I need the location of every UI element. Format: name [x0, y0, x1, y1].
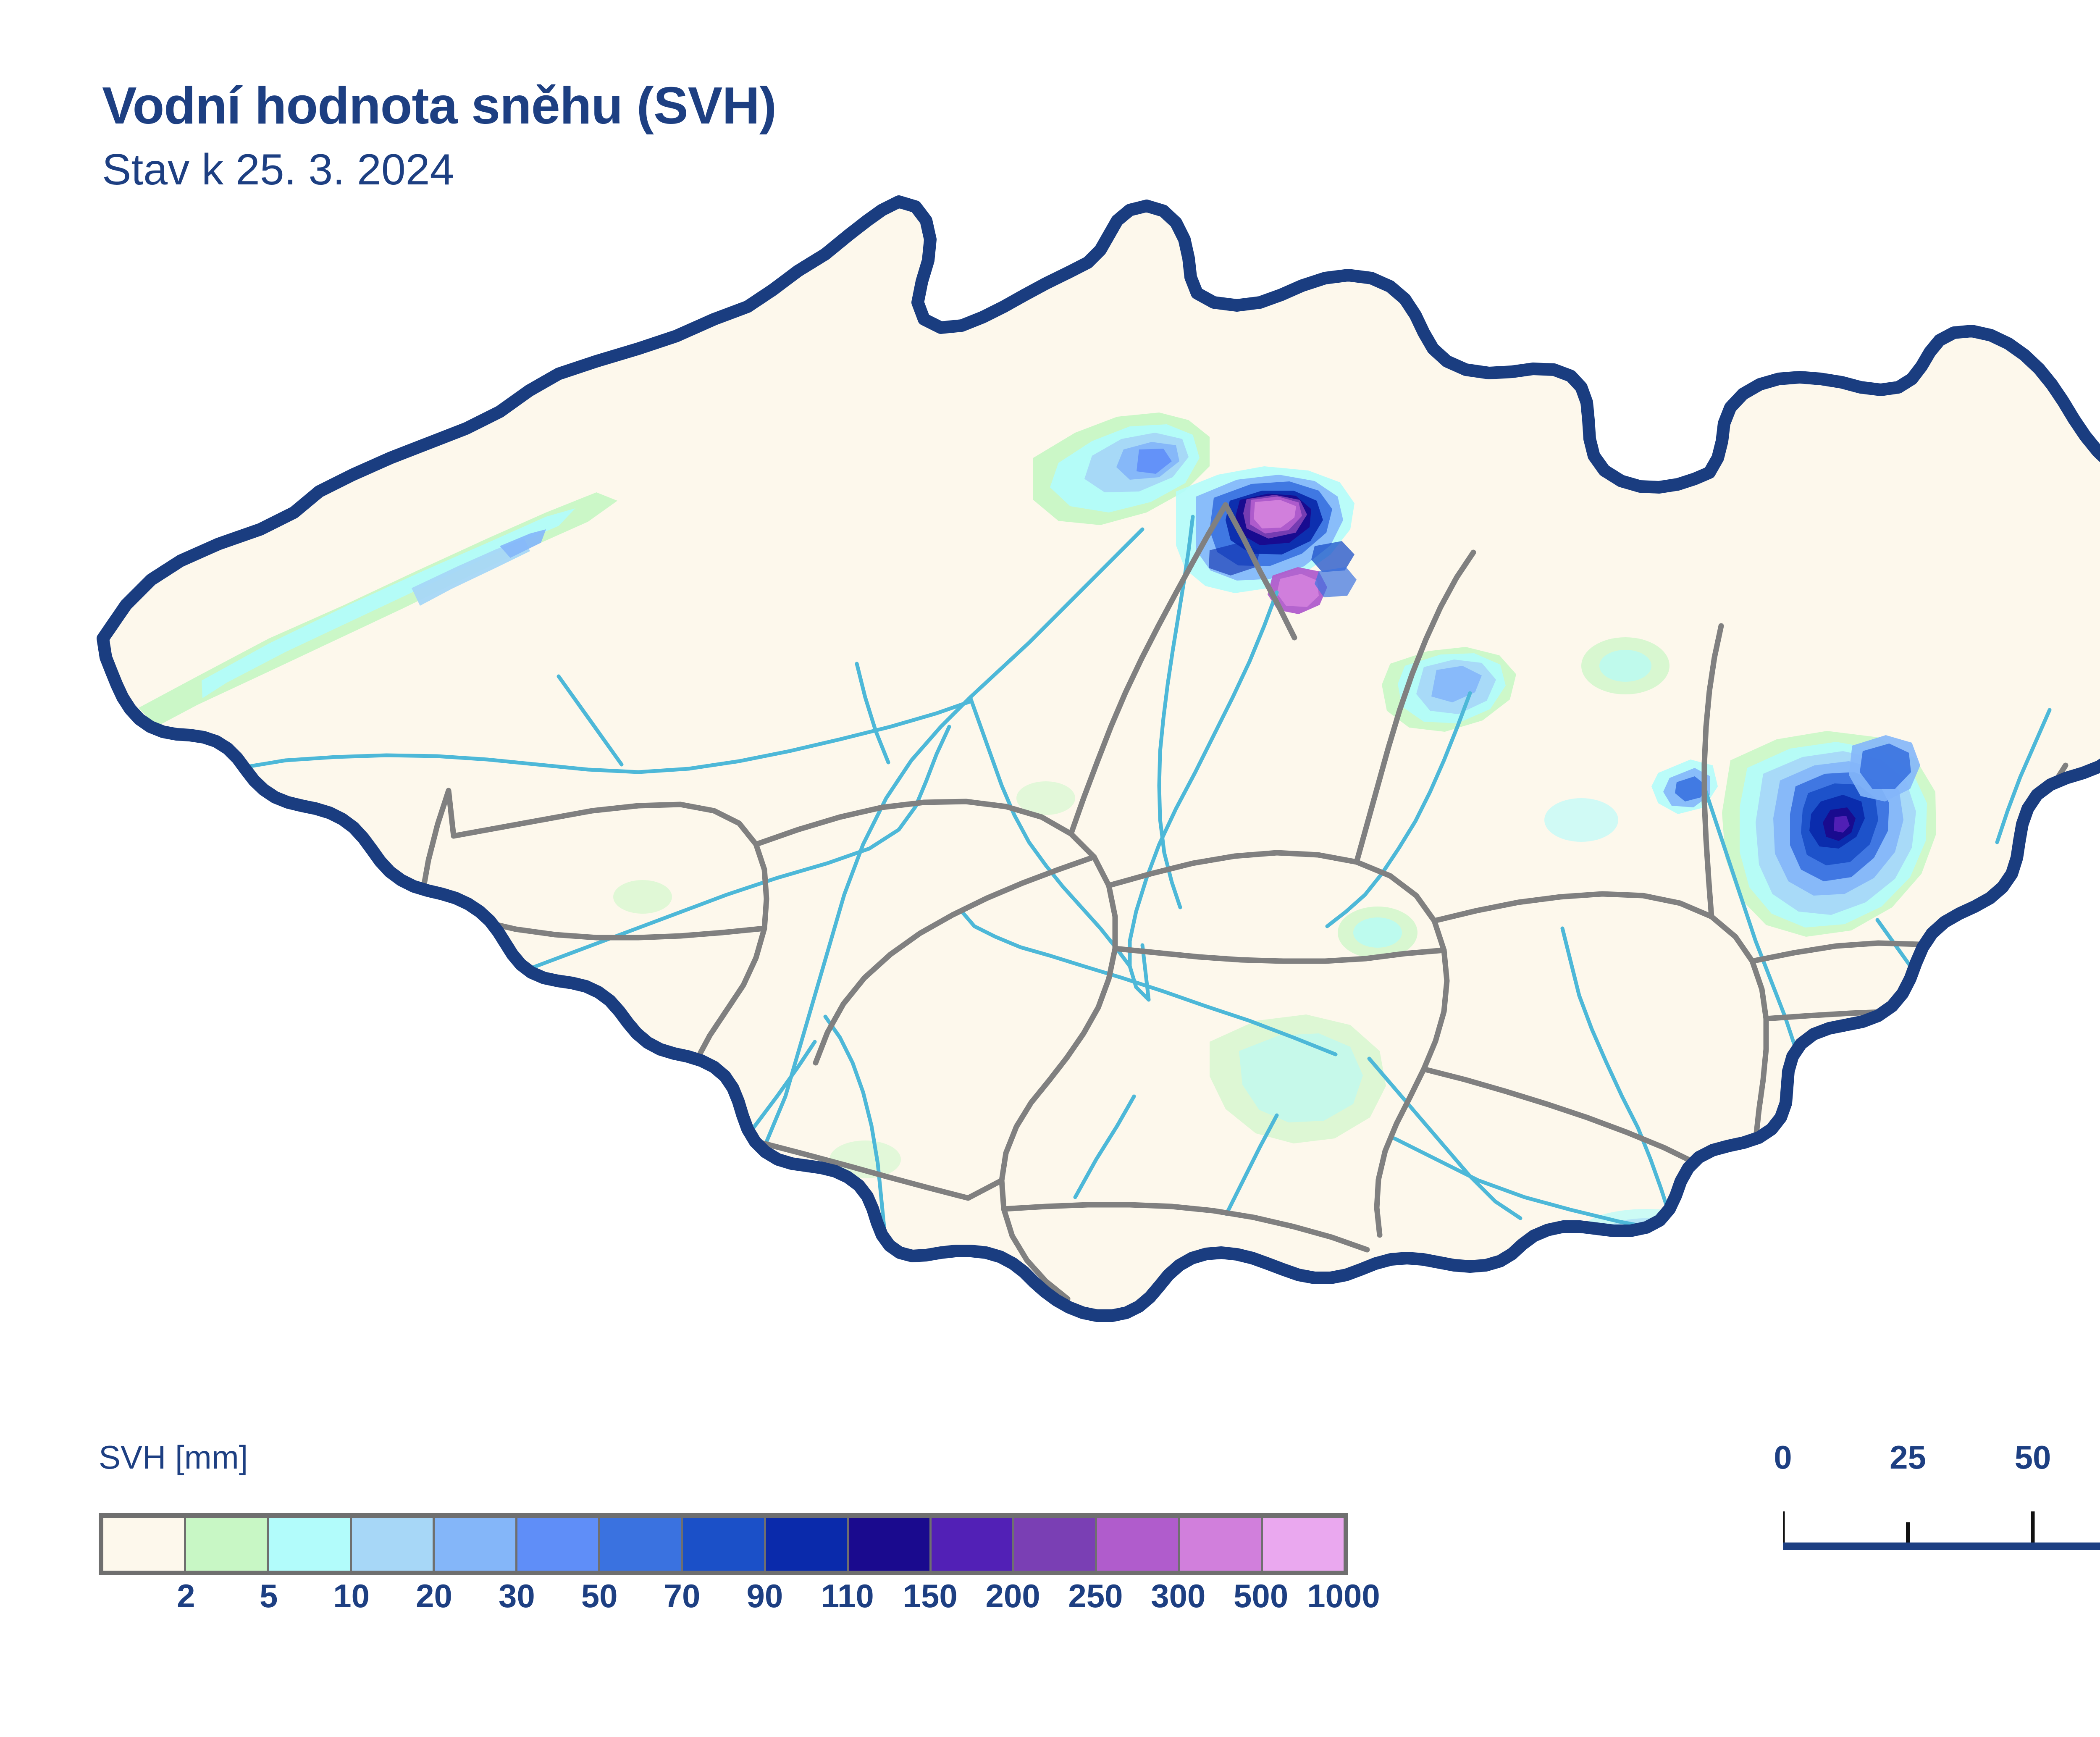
legend-tick-110: 110: [821, 1577, 874, 1614]
chmi-logo-line-1: Český: [2061, 106, 2100, 133]
legend-cell-12: [1095, 1518, 1178, 1571]
legend-color-bar: [99, 1513, 1348, 1575]
legend-tick-1000: 1000: [1307, 1577, 1380, 1614]
legend-tick-250: 250: [1068, 1577, 1123, 1614]
legend-cell-2: [267, 1518, 350, 1571]
scale-baseline: [1783, 1543, 2100, 1550]
legend-tick-300: 300: [1151, 1577, 1206, 1614]
chmi-logo-line-2: hydrometeorologický: [2061, 133, 2100, 160]
legend-cell-13: [1178, 1518, 1261, 1571]
svh-patch-south-bohemia: [609, 1256, 764, 1316]
legend-cell-0: [103, 1518, 184, 1571]
legend-cell-4: [432, 1518, 516, 1571]
legend-tick-150: 150: [903, 1577, 958, 1614]
legend-cell-3: [349, 1518, 433, 1571]
legend-tick-2: 2: [177, 1577, 195, 1614]
page-title: Vodní hodnota sněhu (SVH): [102, 77, 777, 135]
svh-patch-krkonose: [1176, 466, 1357, 614]
legend-tick-5: 5: [260, 1577, 278, 1614]
map-scale-bar: 02550100 km: [1774, 1439, 2100, 1579]
svh-patch-krusne-hory: [139, 492, 617, 727]
legend-tick-500: 500: [1234, 1577, 1289, 1614]
legend-cell-14: [1260, 1518, 1344, 1571]
legend-cell-10: [929, 1518, 1013, 1571]
legend-tick-30: 30: [498, 1577, 535, 1614]
legend-tick-labels: 2 5 10 20 30 50 70 90 110 150 200 250 300 500 1000: [99, 1577, 1380, 1626]
legend-tick-70: 70: [664, 1577, 701, 1614]
scale-label-0: 0: [1774, 1439, 1792, 1476]
scale-bar-graphic: [1783, 1511, 2100, 1550]
svh-patch-jizerske-hory: [1033, 413, 1210, 525]
legend-cell-5: [515, 1518, 598, 1571]
legend-cell-9: [846, 1518, 930, 1571]
legend-cell-6: [598, 1518, 681, 1571]
svh-patch-jeseniky: [1651, 731, 1936, 937]
scale-bar-labels: 02550100 km: [1774, 1439, 2100, 1487]
legend-tick-10: 10: [333, 1577, 370, 1614]
page-subtitle: Stav k 25. 3. 2024: [102, 145, 454, 194]
legend-tick-90: 90: [746, 1577, 783, 1614]
czech-republic-map[interactable]: [0, 181, 2100, 1441]
legend-tick-200: 200: [985, 1577, 1040, 1614]
svh-patch-vysocina: [1210, 1014, 1386, 1143]
legend-cell-1: [184, 1518, 267, 1571]
legend-tick-20: 20: [416, 1577, 452, 1614]
legend-cell-11: [1012, 1518, 1095, 1571]
chmi-logo-text: Český hydrometeorologický ústav: [2061, 106, 2100, 188]
legend-tick-50: 50: [581, 1577, 618, 1614]
legend-cell-7: [681, 1518, 764, 1571]
svh-patch-sumava: [370, 1201, 739, 1316]
legend-cell-8: [764, 1518, 847, 1571]
svh-patch-beskydy: [1878, 1076, 2032, 1183]
scale-label-1: 25: [1890, 1439, 1926, 1476]
scale-label-2: 50: [2014, 1439, 2051, 1476]
legend-title: SVH [mm]: [99, 1439, 248, 1476]
page-header: Vodní hodnota sněhu (SVH) Stav k 25. 3. …: [0, 0, 2100, 218]
chmi-logo: Český hydrometeorologický ústav: [2053, 59, 2100, 185]
map-canvas[interactable]: [0, 181, 2100, 1441]
svh-legend: SVH [mm] 2 5 10 20 30 50 70 90 110 150 200 250 300 50…: [99, 1439, 1380, 1642]
